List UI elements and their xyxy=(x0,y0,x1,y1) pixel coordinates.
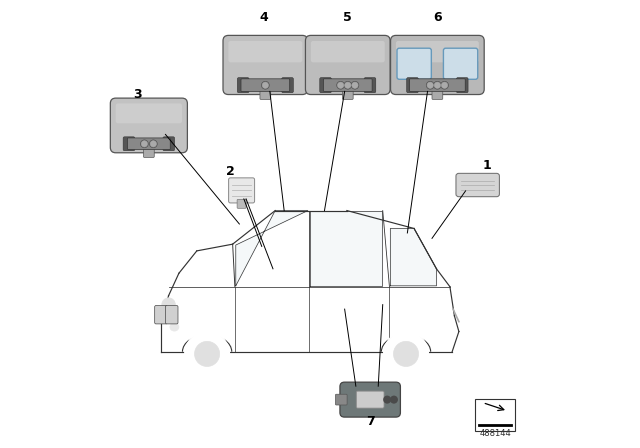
Circle shape xyxy=(337,81,344,89)
Circle shape xyxy=(433,81,442,89)
Circle shape xyxy=(195,341,220,366)
Circle shape xyxy=(440,81,449,89)
Circle shape xyxy=(352,82,358,88)
FancyBboxPatch shape xyxy=(241,79,290,91)
Circle shape xyxy=(337,82,344,88)
FancyBboxPatch shape xyxy=(237,199,246,208)
FancyBboxPatch shape xyxy=(320,78,332,93)
Circle shape xyxy=(383,332,428,376)
Bar xyxy=(476,399,515,431)
FancyBboxPatch shape xyxy=(396,41,479,62)
FancyBboxPatch shape xyxy=(223,35,308,95)
Polygon shape xyxy=(310,211,382,286)
Circle shape xyxy=(426,81,434,89)
FancyBboxPatch shape xyxy=(110,98,188,153)
Ellipse shape xyxy=(170,323,179,331)
Circle shape xyxy=(434,82,440,88)
FancyBboxPatch shape xyxy=(127,138,170,150)
Circle shape xyxy=(150,141,156,147)
FancyBboxPatch shape xyxy=(432,90,443,99)
FancyBboxPatch shape xyxy=(143,147,154,157)
Circle shape xyxy=(383,396,391,404)
FancyBboxPatch shape xyxy=(228,41,302,62)
Polygon shape xyxy=(390,228,436,286)
FancyBboxPatch shape xyxy=(335,394,347,405)
FancyBboxPatch shape xyxy=(165,306,178,324)
FancyBboxPatch shape xyxy=(456,173,499,197)
FancyBboxPatch shape xyxy=(282,78,293,93)
Circle shape xyxy=(185,332,230,376)
Text: 2: 2 xyxy=(226,164,235,178)
Polygon shape xyxy=(236,211,308,286)
FancyBboxPatch shape xyxy=(390,35,484,95)
FancyBboxPatch shape xyxy=(305,35,390,95)
Circle shape xyxy=(141,141,147,147)
Circle shape xyxy=(394,341,419,366)
FancyBboxPatch shape xyxy=(340,382,401,417)
Circle shape xyxy=(442,82,448,88)
FancyBboxPatch shape xyxy=(406,78,419,93)
Text: 3: 3 xyxy=(133,87,141,101)
FancyBboxPatch shape xyxy=(260,90,271,99)
Circle shape xyxy=(344,82,351,88)
Text: 1: 1 xyxy=(483,159,491,172)
FancyBboxPatch shape xyxy=(228,178,255,203)
FancyBboxPatch shape xyxy=(356,391,384,408)
FancyBboxPatch shape xyxy=(311,41,385,62)
FancyBboxPatch shape xyxy=(116,103,182,123)
Circle shape xyxy=(390,396,398,404)
Circle shape xyxy=(140,140,148,148)
FancyBboxPatch shape xyxy=(155,306,167,324)
FancyBboxPatch shape xyxy=(342,90,353,99)
Text: 6: 6 xyxy=(433,11,442,25)
FancyBboxPatch shape xyxy=(323,79,372,91)
FancyBboxPatch shape xyxy=(364,78,376,93)
Text: 4: 4 xyxy=(260,11,268,25)
Circle shape xyxy=(149,140,157,148)
Circle shape xyxy=(344,81,352,89)
Text: 5: 5 xyxy=(342,11,351,25)
Circle shape xyxy=(262,82,269,88)
Circle shape xyxy=(351,81,359,89)
Text: 488144: 488144 xyxy=(479,429,511,438)
Text: 7: 7 xyxy=(366,414,374,428)
FancyBboxPatch shape xyxy=(444,48,477,79)
FancyBboxPatch shape xyxy=(456,78,468,93)
Ellipse shape xyxy=(162,298,175,311)
FancyBboxPatch shape xyxy=(410,79,465,91)
FancyBboxPatch shape xyxy=(123,137,135,151)
FancyBboxPatch shape xyxy=(237,78,249,93)
FancyBboxPatch shape xyxy=(397,48,431,79)
FancyBboxPatch shape xyxy=(163,137,175,151)
Circle shape xyxy=(261,81,269,89)
Circle shape xyxy=(427,82,433,88)
